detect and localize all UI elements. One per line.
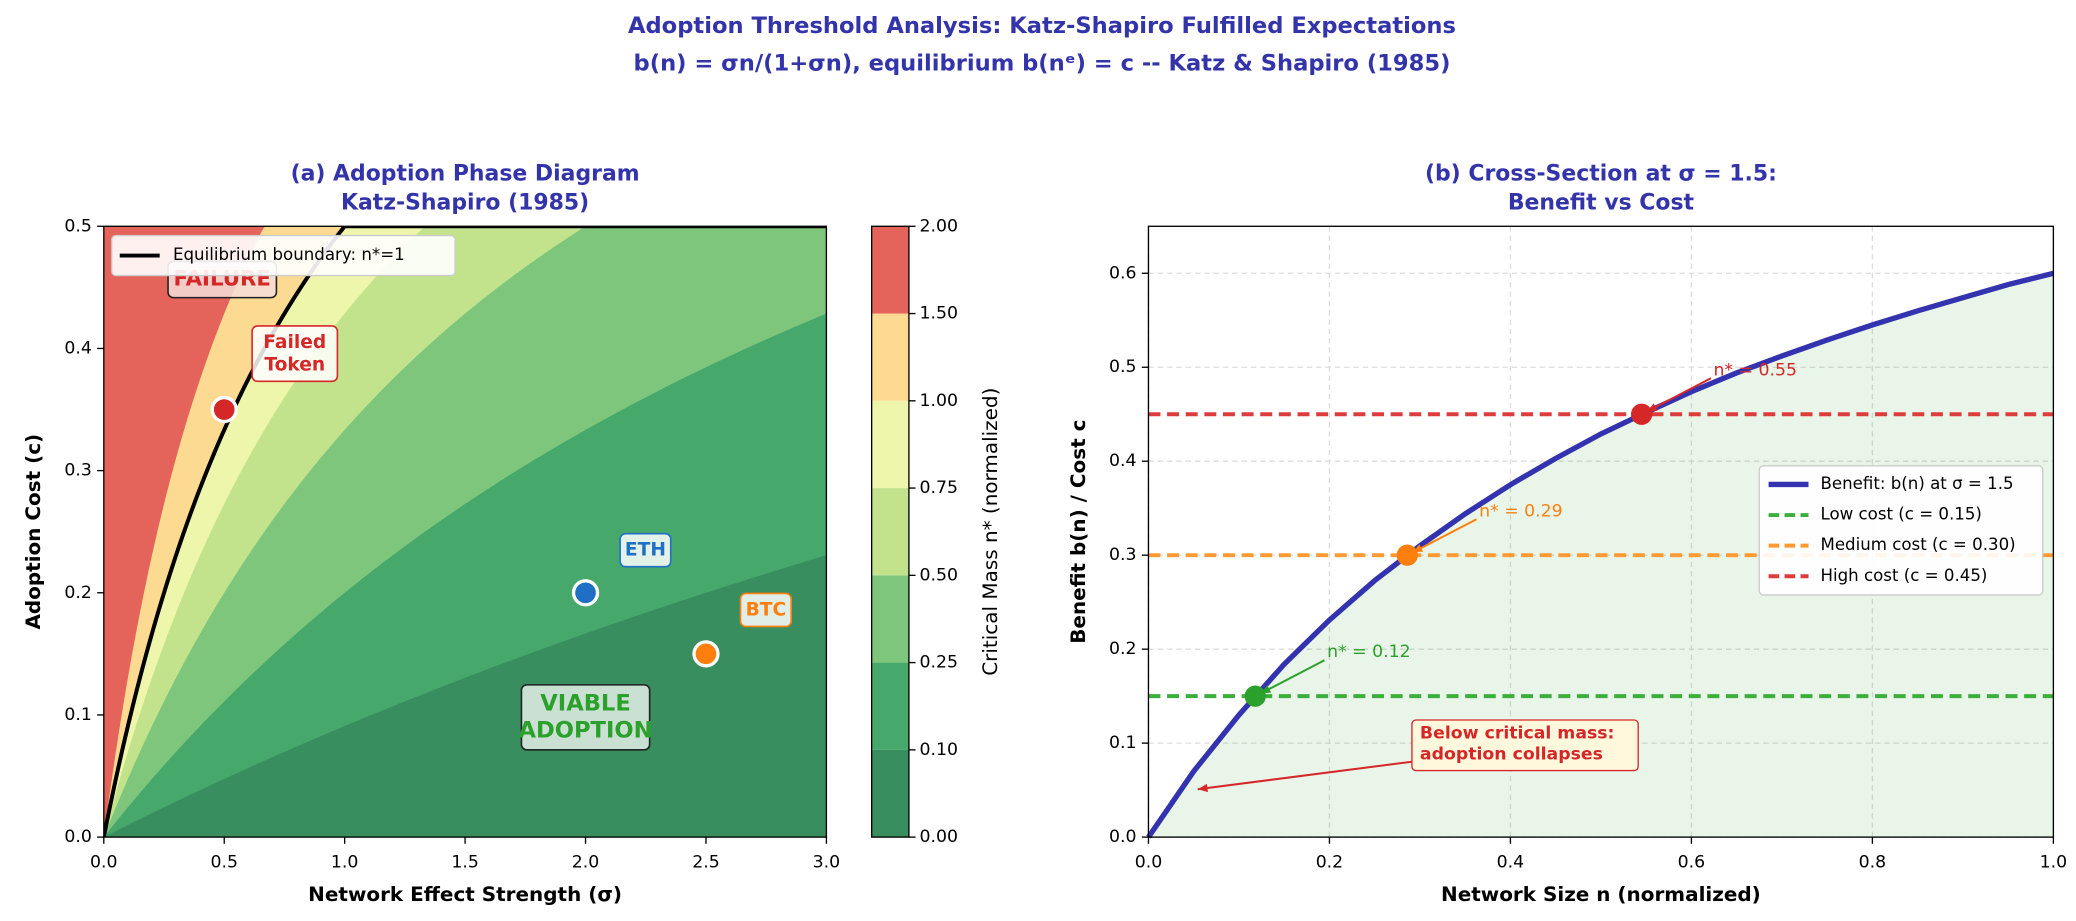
arrow-line xyxy=(1260,659,1325,695)
critical-point xyxy=(1244,685,1266,707)
point xyxy=(692,640,720,668)
x-tick-label: 1.0 xyxy=(2040,852,2067,872)
legend-label: Medium cost (c = 0.30) xyxy=(1820,535,2015,554)
benefit-line xyxy=(1146,270,2055,839)
y-tick-label: 0.1 xyxy=(1109,733,1136,753)
x-tick-label: 2.0 xyxy=(572,852,599,872)
colorbar-block xyxy=(871,749,909,838)
legend-box xyxy=(1758,465,2044,596)
x-tick-label: 0.6 xyxy=(1678,852,1705,872)
critical-label: n* = 0.55 xyxy=(1713,360,1797,380)
point-label: BTC xyxy=(746,599,787,620)
contour-band xyxy=(103,555,827,838)
colorbar-block xyxy=(871,313,909,401)
y-tick-label: 0.0 xyxy=(1109,827,1136,847)
figure-title: Adoption Threshold Analysis: Katz-Shapir… xyxy=(628,13,1456,39)
figure-subtitle: b(n) = σn/(1+σn), equilibrium b(nᵉ) = c … xyxy=(634,50,1451,76)
panel-title: (a) Adoption Phase Diagram xyxy=(291,161,640,186)
legend-label: Equilibrium boundary: n*=1 xyxy=(173,245,405,264)
colorbar-label: Critical Mass n* (normalized) xyxy=(978,388,1002,676)
colorbar-block xyxy=(871,662,909,750)
point-label-box xyxy=(739,592,792,628)
y-tick-label: 0.4 xyxy=(64,338,91,358)
colorbar-block xyxy=(871,400,909,489)
legend-label: High cost (c = 0.45) xyxy=(1820,566,1987,585)
x-tick-label: 0.5 xyxy=(210,852,237,872)
y-tick-label: 0.4 xyxy=(1109,451,1136,471)
legend-label: Benefit: b(n) at σ = 1.5 xyxy=(1820,474,2013,493)
colorbar-tick-label: 1.00 xyxy=(920,391,958,411)
plot-frame xyxy=(1147,225,2055,838)
x-tick-label: 0.0 xyxy=(1135,852,1162,872)
y-axis-label: Benefit b(n) / Cost c xyxy=(1066,420,1090,644)
colorbar-frame xyxy=(870,225,910,838)
x-tick-label: 0.2 xyxy=(1316,852,1343,872)
x-tick-label: 2.5 xyxy=(692,852,719,872)
colorbar-tick-label: 0.50 xyxy=(920,565,958,585)
point-label: Token xyxy=(264,354,325,375)
annotation-box xyxy=(1411,719,1639,772)
y-tick-label: 0.5 xyxy=(1109,357,1136,377)
critical-point xyxy=(1396,544,1418,566)
arrow-line xyxy=(1412,518,1477,554)
colorbar-tick-label: 1.50 xyxy=(920,304,958,324)
x-tick-label: 0.0 xyxy=(90,852,117,872)
annotation: ADOPTION xyxy=(519,717,653,743)
panel-title: (b) Cross-Section at σ = 1.5: xyxy=(1425,161,1777,186)
colorbar-block xyxy=(871,575,909,663)
point-label: ETH xyxy=(625,540,666,561)
colorbar-tick-label: 0.10 xyxy=(920,740,958,760)
panel-title: Benefit vs Cost xyxy=(1508,191,1694,216)
colorbar-block xyxy=(871,488,909,576)
y-tick-label: 0.3 xyxy=(64,461,91,481)
colorbar-block xyxy=(871,226,909,314)
critical-point xyxy=(1630,403,1653,425)
y-tick-label: 0.1 xyxy=(64,705,91,725)
x-axis-label: Network Effect Strength (σ) xyxy=(308,882,622,906)
legend-label: Low cost (c = 0.15) xyxy=(1820,505,1981,524)
y-axis-label: Adoption Cost (c) xyxy=(21,434,45,630)
y-tick-label: 0.6 xyxy=(1109,263,1136,283)
x-tick-label: 1.5 xyxy=(451,852,478,872)
colorbar-tick-label: 0.75 xyxy=(920,478,958,498)
x-tick-label: 0.4 xyxy=(1497,852,1524,872)
legend-box xyxy=(111,234,456,277)
y-tick-label: 0.5 xyxy=(64,216,91,236)
annotation: VIABLE xyxy=(540,690,631,716)
panel-title: Katz-Shapiro (1985) xyxy=(341,191,589,216)
y-tick-label: 0.2 xyxy=(64,583,91,603)
arrow-line xyxy=(1197,760,1417,791)
point xyxy=(571,579,600,607)
colorbar-tick-label: 0.25 xyxy=(920,653,958,673)
annotation: Below critical mass: xyxy=(1420,723,1615,743)
y-tick-label: 0.0 xyxy=(64,827,91,847)
colorbar-tick-label: 2.00 xyxy=(920,216,958,236)
arrow-head xyxy=(1197,783,1208,793)
critical-label: n* = 0.12 xyxy=(1327,642,1411,662)
x-tick-label: 1.0 xyxy=(331,852,358,872)
x-tick-label: 3.0 xyxy=(813,852,840,872)
boundary-curve xyxy=(103,226,827,838)
critical-label: n* = 0.29 xyxy=(1479,501,1563,521)
point-label-box xyxy=(251,325,339,383)
annotation: adoption collapses xyxy=(1420,745,1603,765)
point xyxy=(210,395,238,424)
y-tick-label: 0.3 xyxy=(1109,545,1136,565)
point-label-box xyxy=(619,532,672,568)
point-label: Failed xyxy=(263,332,326,353)
x-tick-label: 0.8 xyxy=(1859,852,1886,872)
contour-group xyxy=(103,226,827,838)
y-tick-label: 0.2 xyxy=(1109,639,1136,659)
annotation-box xyxy=(520,684,651,751)
x-axis-label: Network Size n (normalized) xyxy=(1441,882,1761,906)
colorbar-tick-label: 0.00 xyxy=(920,827,958,847)
arrow-line xyxy=(1646,377,1712,413)
